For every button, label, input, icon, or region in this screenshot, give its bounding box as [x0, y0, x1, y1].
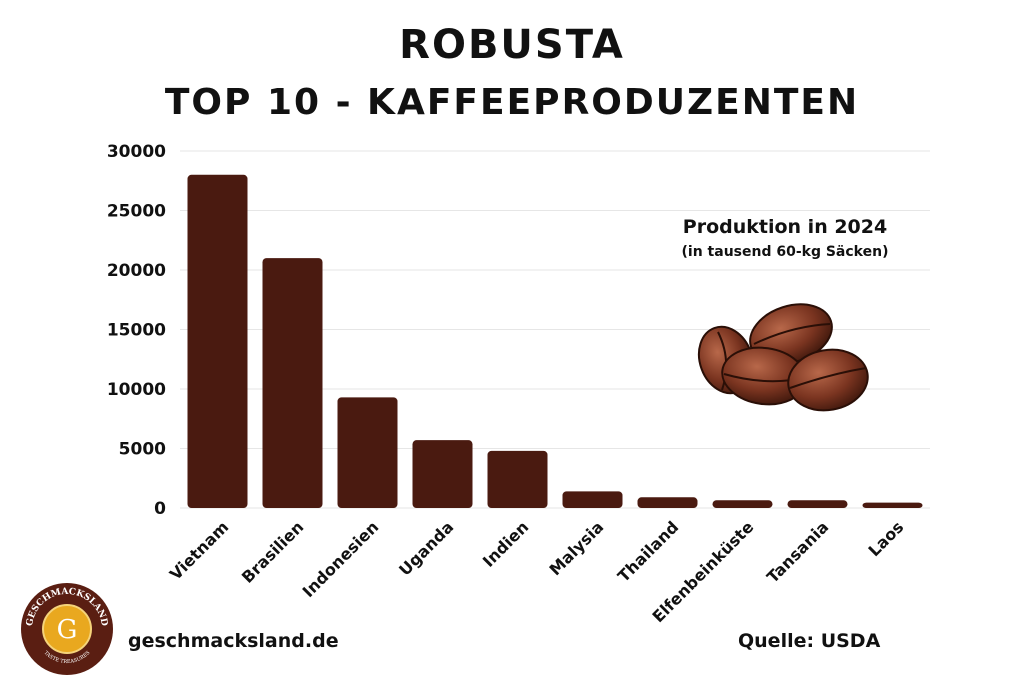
logo-letter: G — [57, 615, 78, 645]
bar-vietnam — [187, 174, 248, 509]
bar-brasilien — [262, 258, 323, 508]
chart-title: ROBUSTA — [399, 22, 625, 68]
y-tick-label: 20000 — [107, 261, 166, 281]
x-tick-label: Brasilien — [238, 517, 307, 586]
website-label: geschmacksland.de — [128, 630, 339, 652]
annotation-units: (in tausend 60-kg Säcken) — [681, 244, 889, 260]
bar-laos — [862, 502, 923, 508]
x-tick-label: Uganda — [395, 517, 457, 579]
x-tick-label: Tansania — [763, 517, 832, 586]
y-axis-ticks: 0 5000 10000 15000 20000 25000 30000 — [107, 142, 166, 519]
bar-indien — [487, 450, 548, 508]
y-tick-label: 5000 — [119, 440, 166, 460]
x-tick-label: Malysia — [546, 517, 608, 579]
bar-malysia — [562, 491, 623, 508]
y-tick-label: 30000 — [107, 142, 166, 162]
y-tick-label: 10000 — [107, 380, 166, 400]
geschmacksland-logo: G GESCHMACKSLAND TASTE TREASURES — [21, 583, 113, 675]
bar-thailand — [637, 497, 698, 508]
x-tick-label: Vietnam — [166, 517, 232, 583]
y-tick-label: 15000 — [107, 321, 166, 341]
bar-tansania — [787, 500, 848, 508]
annotation-title: Produktion in 2024 — [682, 216, 888, 238]
bars — [187, 174, 923, 509]
coffee-beans-icon — [697, 303, 869, 412]
y-tick-label: 0 — [154, 499, 166, 519]
bar-indonesien — [337, 397, 398, 508]
y-tick-label: 25000 — [107, 202, 166, 222]
source-label: Quelle: USDA — [738, 630, 881, 652]
bar-elfenbeinküste — [712, 500, 773, 508]
x-tick-label: Laos — [865, 517, 908, 560]
chart-subtitle: TOP 10 - KAFFEEPRODUZENTEN — [164, 82, 860, 123]
x-tick-label: Indien — [479, 517, 532, 570]
x-tick-label: Thailand — [614, 517, 682, 585]
x-tick-label: Indonesien — [299, 517, 383, 601]
bar-uganda — [412, 440, 473, 508]
